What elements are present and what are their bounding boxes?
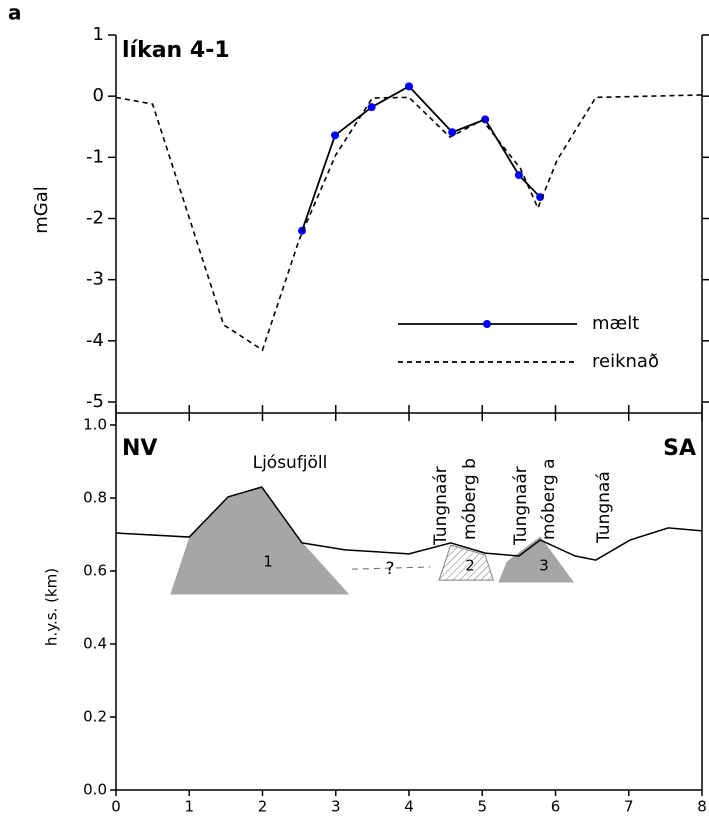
- annotation: móberg a: [539, 458, 559, 540]
- y-tick-label: 0.2: [83, 708, 107, 726]
- uncertain-line: [351, 566, 431, 570]
- data-point: [514, 171, 523, 180]
- x-tick-label: 5: [477, 798, 487, 816]
- y-tick-label: 0.8: [83, 489, 107, 507]
- y-tick-label: 0: [93, 85, 104, 106]
- x-tick-label: 8: [697, 798, 707, 816]
- annotation: NV: [122, 436, 157, 461]
- x-tick-label: 3: [331, 798, 341, 816]
- body-label: 3: [539, 557, 549, 575]
- legend-label: reiknað: [592, 351, 659, 372]
- y-tick-label: -1: [86, 146, 104, 167]
- annotation: Tungnaár: [431, 466, 451, 546]
- legend-label: mælt: [592, 313, 639, 334]
- y-axis-label: mGal: [31, 186, 52, 234]
- legend-marker: [483, 320, 491, 328]
- y-tick-label: 1.0: [83, 416, 107, 434]
- data-point: [367, 103, 376, 112]
- annotation: SA: [663, 436, 696, 461]
- y-tick-label: -4: [86, 330, 104, 351]
- x-tick-label: 4: [404, 798, 414, 816]
- chart-title: líkan 4-1: [122, 38, 230, 63]
- data-point: [448, 128, 457, 137]
- series-line: [301, 85, 541, 232]
- data-point: [405, 82, 413, 91]
- panel-label: a: [8, 1, 22, 25]
- series-line: [115, 94, 703, 352]
- annotation: móberg b: [460, 458, 480, 540]
- rock-body: [170, 486, 350, 595]
- x-tick-label: 7: [624, 798, 634, 816]
- annotation: Ljósufjöll: [253, 453, 328, 473]
- y-tick-label: -3: [86, 269, 104, 290]
- y-tick-label: -5: [86, 391, 104, 412]
- y-axis-label: h.y.s. (km): [43, 568, 61, 646]
- x-tick-label: 2: [258, 798, 268, 816]
- rock-body: [438, 544, 494, 581]
- rock-body: [498, 536, 575, 583]
- x-tick-label: 1: [184, 798, 194, 816]
- y-tick-label: -2: [86, 208, 104, 229]
- x-tick-label: 0: [111, 798, 121, 816]
- surface-line: [115, 486, 703, 561]
- annotation: Tungnaá: [594, 471, 614, 544]
- y-tick-label: 1: [93, 24, 104, 45]
- data-point: [331, 131, 340, 140]
- y-tick-label: 0.4: [83, 635, 107, 653]
- x-tick-label: 6: [551, 798, 561, 816]
- body-label: 1: [263, 553, 273, 571]
- y-tick-label: 0.6: [83, 562, 107, 580]
- y-tick-label: 0.0: [83, 781, 107, 799]
- uncertain-label: ?: [385, 559, 394, 579]
- data-point: [536, 193, 545, 202]
- annotation: Tungnaár: [511, 466, 531, 546]
- body-label: 2: [465, 557, 475, 575]
